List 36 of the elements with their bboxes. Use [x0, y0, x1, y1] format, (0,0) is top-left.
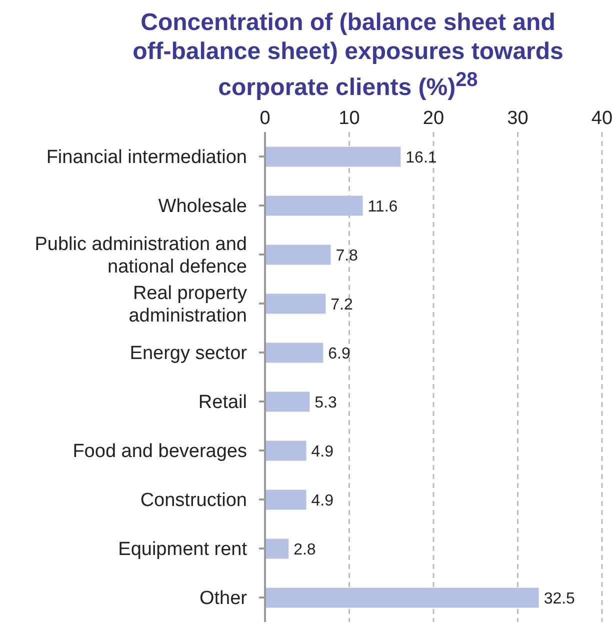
- data-label: 11.6: [368, 198, 398, 216]
- bar: [265, 490, 306, 510]
- bar: [265, 342, 324, 363]
- data-label: 2.8: [294, 541, 316, 558]
- bar: [265, 538, 289, 559]
- x-tick-label: 0: [260, 108, 270, 129]
- chart-title: Concentration of (balance sheet and off-balance sheet) exposures towards corporate clients (%)$^{28}$: [132, 8, 564, 102]
- bar: [265, 392, 310, 412]
- data-label: 7.8: [336, 247, 358, 264]
- y-tick-label: Other: [199, 588, 248, 610]
- x-tick-label: 20: [422, 108, 444, 129]
- data-label: 6.9: [328, 345, 350, 362]
- x-tick-label: 30: [507, 108, 528, 129]
- y-tick-label: Energy sector: [130, 343, 248, 364]
- bar: [265, 588, 539, 608]
- y-tick-label: Public administration and national defence: [34, 234, 247, 278]
- x-tick-label: 10: [338, 108, 360, 129]
- y-tick-label: Construction: [140, 490, 247, 512]
- y-tick-label: Equipment rent: [118, 539, 248, 560]
- bar: [265, 294, 326, 314]
- y-tick-label: Wholesale: [158, 196, 247, 218]
- bar: [265, 440, 306, 461]
- bar: [265, 146, 401, 167]
- y-tick-label: Food and beverages: [72, 441, 247, 462]
- bar: [265, 196, 363, 216]
- y-tick-label: Real property administration: [128, 282, 248, 327]
- y-tick-label: Retail: [198, 392, 247, 414]
- bar: [265, 244, 331, 265]
- data-label: 4.9: [311, 443, 334, 460]
- y-tick-label: Financial intermediation: [46, 147, 247, 168]
- data-label: 32.5: [544, 590, 576, 608]
- data-label: 16.1: [406, 149, 437, 166]
- data-label: 5.3: [314, 394, 337, 412]
- x-tick-label: 40: [591, 108, 613, 129]
- data-label: 7.2: [330, 296, 354, 314]
- data-label: 4.9: [311, 492, 334, 510]
